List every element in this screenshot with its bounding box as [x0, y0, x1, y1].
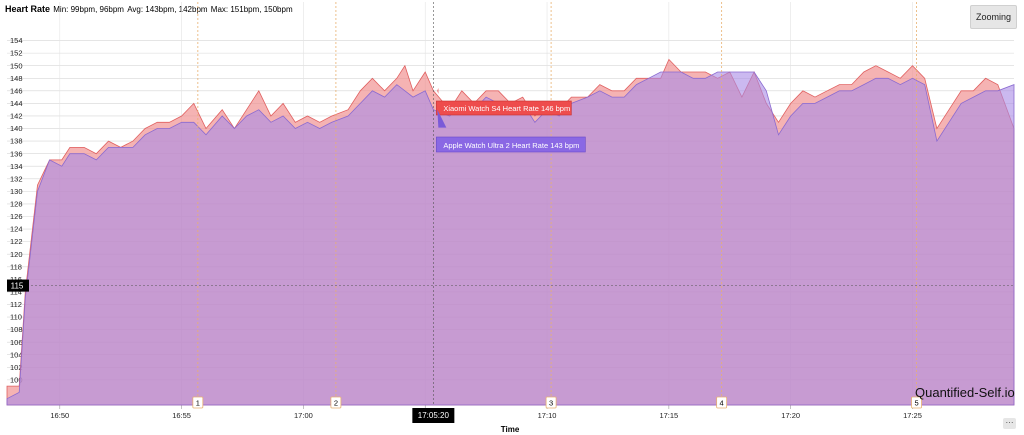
max-stat: Max: 151bpm, 150bpm — [210, 5, 293, 14]
y-tick-label: 130 — [10, 187, 23, 196]
lap-marker-label: 2 — [334, 399, 338, 408]
lap-marker-box — [192, 396, 204, 409]
crosshair-y-badge — [7, 279, 29, 292]
x-tick-label: 17:00 — [294, 411, 313, 420]
y-tick-label: 140 — [10, 124, 23, 133]
y-tick-label: 100 — [10, 375, 23, 384]
crosshair-y-label: 115 — [11, 282, 24, 291]
lap-marker-box — [330, 396, 342, 409]
y-tick-label: 146 — [10, 86, 23, 95]
y-tick-label: 154 — [10, 36, 23, 45]
crosshair-x-label: 17:05:20 — [418, 411, 450, 420]
x-tick-label: 17:15 — [659, 411, 678, 420]
x-tick-label: 16:50 — [50, 411, 69, 420]
y-tick-label: 102 — [10, 363, 23, 372]
xiaomi-tooltip-pointer — [437, 87, 439, 94]
y-tick-label: 112 — [10, 300, 22, 309]
x-axis-title: Time — [501, 425, 520, 434]
y-tick-label: 120 — [10, 250, 23, 259]
chart-title: Heart Rate — [5, 4, 51, 14]
y-tick-label: 144 — [10, 99, 23, 108]
xiaomi-tooltip-box — [436, 100, 572, 116]
y-tick-label: 106 — [10, 338, 23, 347]
min-stat: Min: 99bpm, 96bpm — [53, 5, 124, 14]
xiaomi-tooltip-label: Xiaomi Watch S4 Heart Rate 146 bpm — [443, 104, 570, 113]
brand-watermark: Quantified-Self.io — [915, 385, 1015, 400]
apple-tooltip-box — [436, 136, 586, 153]
y-tick-label: 110 — [10, 313, 22, 322]
lap-marker-box — [545, 396, 557, 409]
y-tick-label: 148 — [10, 74, 23, 83]
more-options-button[interactable]: ··· — [1003, 418, 1016, 429]
apple-tooltip-label: Apple Watch Ultra 2 Heart Rate 143 bpm — [443, 141, 579, 150]
x-tick-label: 17:20 — [781, 411, 800, 420]
y-tick-label: 150 — [10, 61, 23, 70]
y-tick-label: 142 — [10, 112, 23, 121]
lap-marker-box — [716, 396, 728, 409]
zooming-button[interactable]: Zooming — [970, 5, 1017, 29]
y-tick-label: 104 — [10, 350, 23, 359]
y-tick-label: 152 — [10, 49, 23, 58]
y-tick-label: 108 — [10, 325, 23, 334]
lap-marker-label: 4 — [720, 399, 724, 408]
x-tick-label: 17:10 — [538, 411, 557, 420]
y-tick-label: 114 — [10, 288, 22, 297]
y-tick-label: 134 — [10, 162, 23, 171]
y-tick-label: 124 — [10, 225, 23, 234]
chart-header: Heart Rate Min: 99bpm, 96bpm Avg: 143bpm… — [5, 4, 293, 14]
y-tick-label: 116 — [10, 275, 22, 284]
lap-marker-label: 1 — [196, 399, 200, 408]
crosshair-x-badge — [412, 408, 455, 423]
x-tick-label: 16:55 — [172, 411, 191, 420]
lap-marker-box — [911, 396, 922, 409]
y-tick-label: 136 — [10, 149, 23, 158]
x-tick-label: 17:25 — [903, 411, 922, 420]
apple-tooltip-pointer — [437, 109, 447, 128]
avg-stat: Avg: 143bpm, 142bpm — [127, 5, 208, 14]
lap-marker-label: 5 — [914, 399, 918, 408]
lap-marker-label: 3 — [549, 399, 553, 408]
y-tick-label: 138 — [10, 137, 23, 146]
y-tick-label: 126 — [10, 212, 23, 221]
y-tick-label: 118 — [10, 262, 22, 271]
y-tick-label: 128 — [10, 200, 23, 209]
y-tick-label: 122 — [10, 237, 23, 246]
y-tick-label: 132 — [10, 174, 23, 183]
